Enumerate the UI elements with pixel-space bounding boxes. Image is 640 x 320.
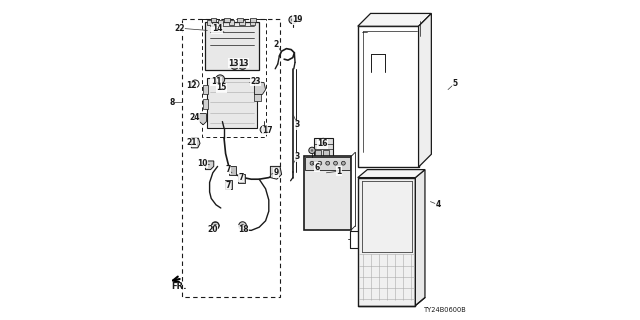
Circle shape [260, 126, 268, 133]
Polygon shape [270, 166, 282, 179]
Text: 20: 20 [207, 225, 218, 234]
Circle shape [241, 224, 244, 227]
Text: 3: 3 [295, 152, 300, 161]
Bar [204, 85, 208, 94]
Text: 18: 18 [238, 225, 248, 234]
Bar [314, 138, 333, 157]
Text: 12: 12 [186, 81, 196, 90]
Polygon shape [191, 138, 200, 148]
Bar [323, 150, 329, 156]
Polygon shape [254, 82, 266, 94]
Text: 15: 15 [216, 84, 227, 92]
Circle shape [310, 161, 314, 165]
Text: 1: 1 [336, 167, 341, 176]
Bar [238, 174, 245, 183]
Circle shape [211, 222, 220, 229]
Text: 14: 14 [212, 24, 222, 33]
Bar [228, 20, 234, 25]
Polygon shape [200, 114, 206, 125]
Circle shape [342, 161, 346, 165]
Text: 7: 7 [238, 173, 244, 182]
Polygon shape [415, 170, 425, 306]
Text: 5: 5 [452, 79, 458, 88]
Text: 2: 2 [273, 40, 279, 49]
Bar [207, 78, 257, 128]
Text: 22: 22 [174, 24, 184, 33]
Circle shape [291, 18, 294, 21]
Text: 23: 23 [250, 77, 260, 86]
Bar [358, 178, 415, 306]
Bar [224, 18, 230, 22]
Circle shape [193, 82, 197, 85]
Text: 6: 6 [314, 163, 319, 172]
Polygon shape [419, 13, 431, 167]
Bar [205, 22, 259, 70]
Bar [207, 20, 212, 25]
Polygon shape [205, 161, 214, 170]
Bar [239, 20, 244, 25]
Circle shape [309, 147, 315, 154]
Text: 3: 3 [295, 120, 300, 129]
Circle shape [321, 138, 326, 143]
Circle shape [239, 222, 246, 229]
Text: 24: 24 [189, 113, 200, 122]
Circle shape [311, 149, 314, 152]
Bar [305, 157, 350, 170]
Bar [254, 85, 261, 101]
Bar [230, 166, 237, 175]
Circle shape [239, 62, 246, 69]
Polygon shape [358, 170, 425, 178]
Bar [237, 18, 243, 22]
Bar [211, 18, 216, 22]
Circle shape [326, 161, 330, 165]
Text: 21: 21 [186, 138, 196, 147]
Bar [202, 19, 266, 137]
Bar [182, 19, 280, 297]
Text: 8: 8 [170, 98, 175, 107]
Circle shape [216, 75, 225, 84]
Text: 11: 11 [211, 77, 221, 86]
Circle shape [289, 16, 296, 24]
Circle shape [233, 64, 236, 67]
Circle shape [241, 64, 244, 67]
Bar [304, 156, 351, 230]
Bar [358, 26, 419, 167]
Text: 16: 16 [317, 140, 328, 148]
Bar [225, 180, 232, 189]
Text: 13: 13 [228, 59, 239, 68]
Bar [204, 99, 208, 109]
Text: 9: 9 [273, 168, 278, 177]
Circle shape [214, 224, 217, 227]
Text: 13: 13 [238, 59, 248, 68]
Bar [218, 20, 223, 25]
Bar [315, 150, 321, 156]
Circle shape [262, 128, 266, 131]
Circle shape [231, 62, 239, 69]
Text: 17: 17 [262, 126, 273, 135]
Circle shape [318, 161, 322, 165]
Circle shape [333, 161, 337, 165]
Text: TY24B0600B: TY24B0600B [424, 308, 467, 313]
Text: 7: 7 [225, 181, 230, 190]
Text: FR.: FR. [172, 282, 187, 291]
Text: 19: 19 [292, 15, 303, 24]
Bar [250, 20, 255, 25]
Bar [250, 18, 256, 22]
Text: 4: 4 [436, 200, 441, 209]
Polygon shape [358, 13, 431, 26]
Text: 10: 10 [197, 159, 208, 168]
Text: 7: 7 [225, 165, 230, 174]
Circle shape [218, 77, 222, 81]
